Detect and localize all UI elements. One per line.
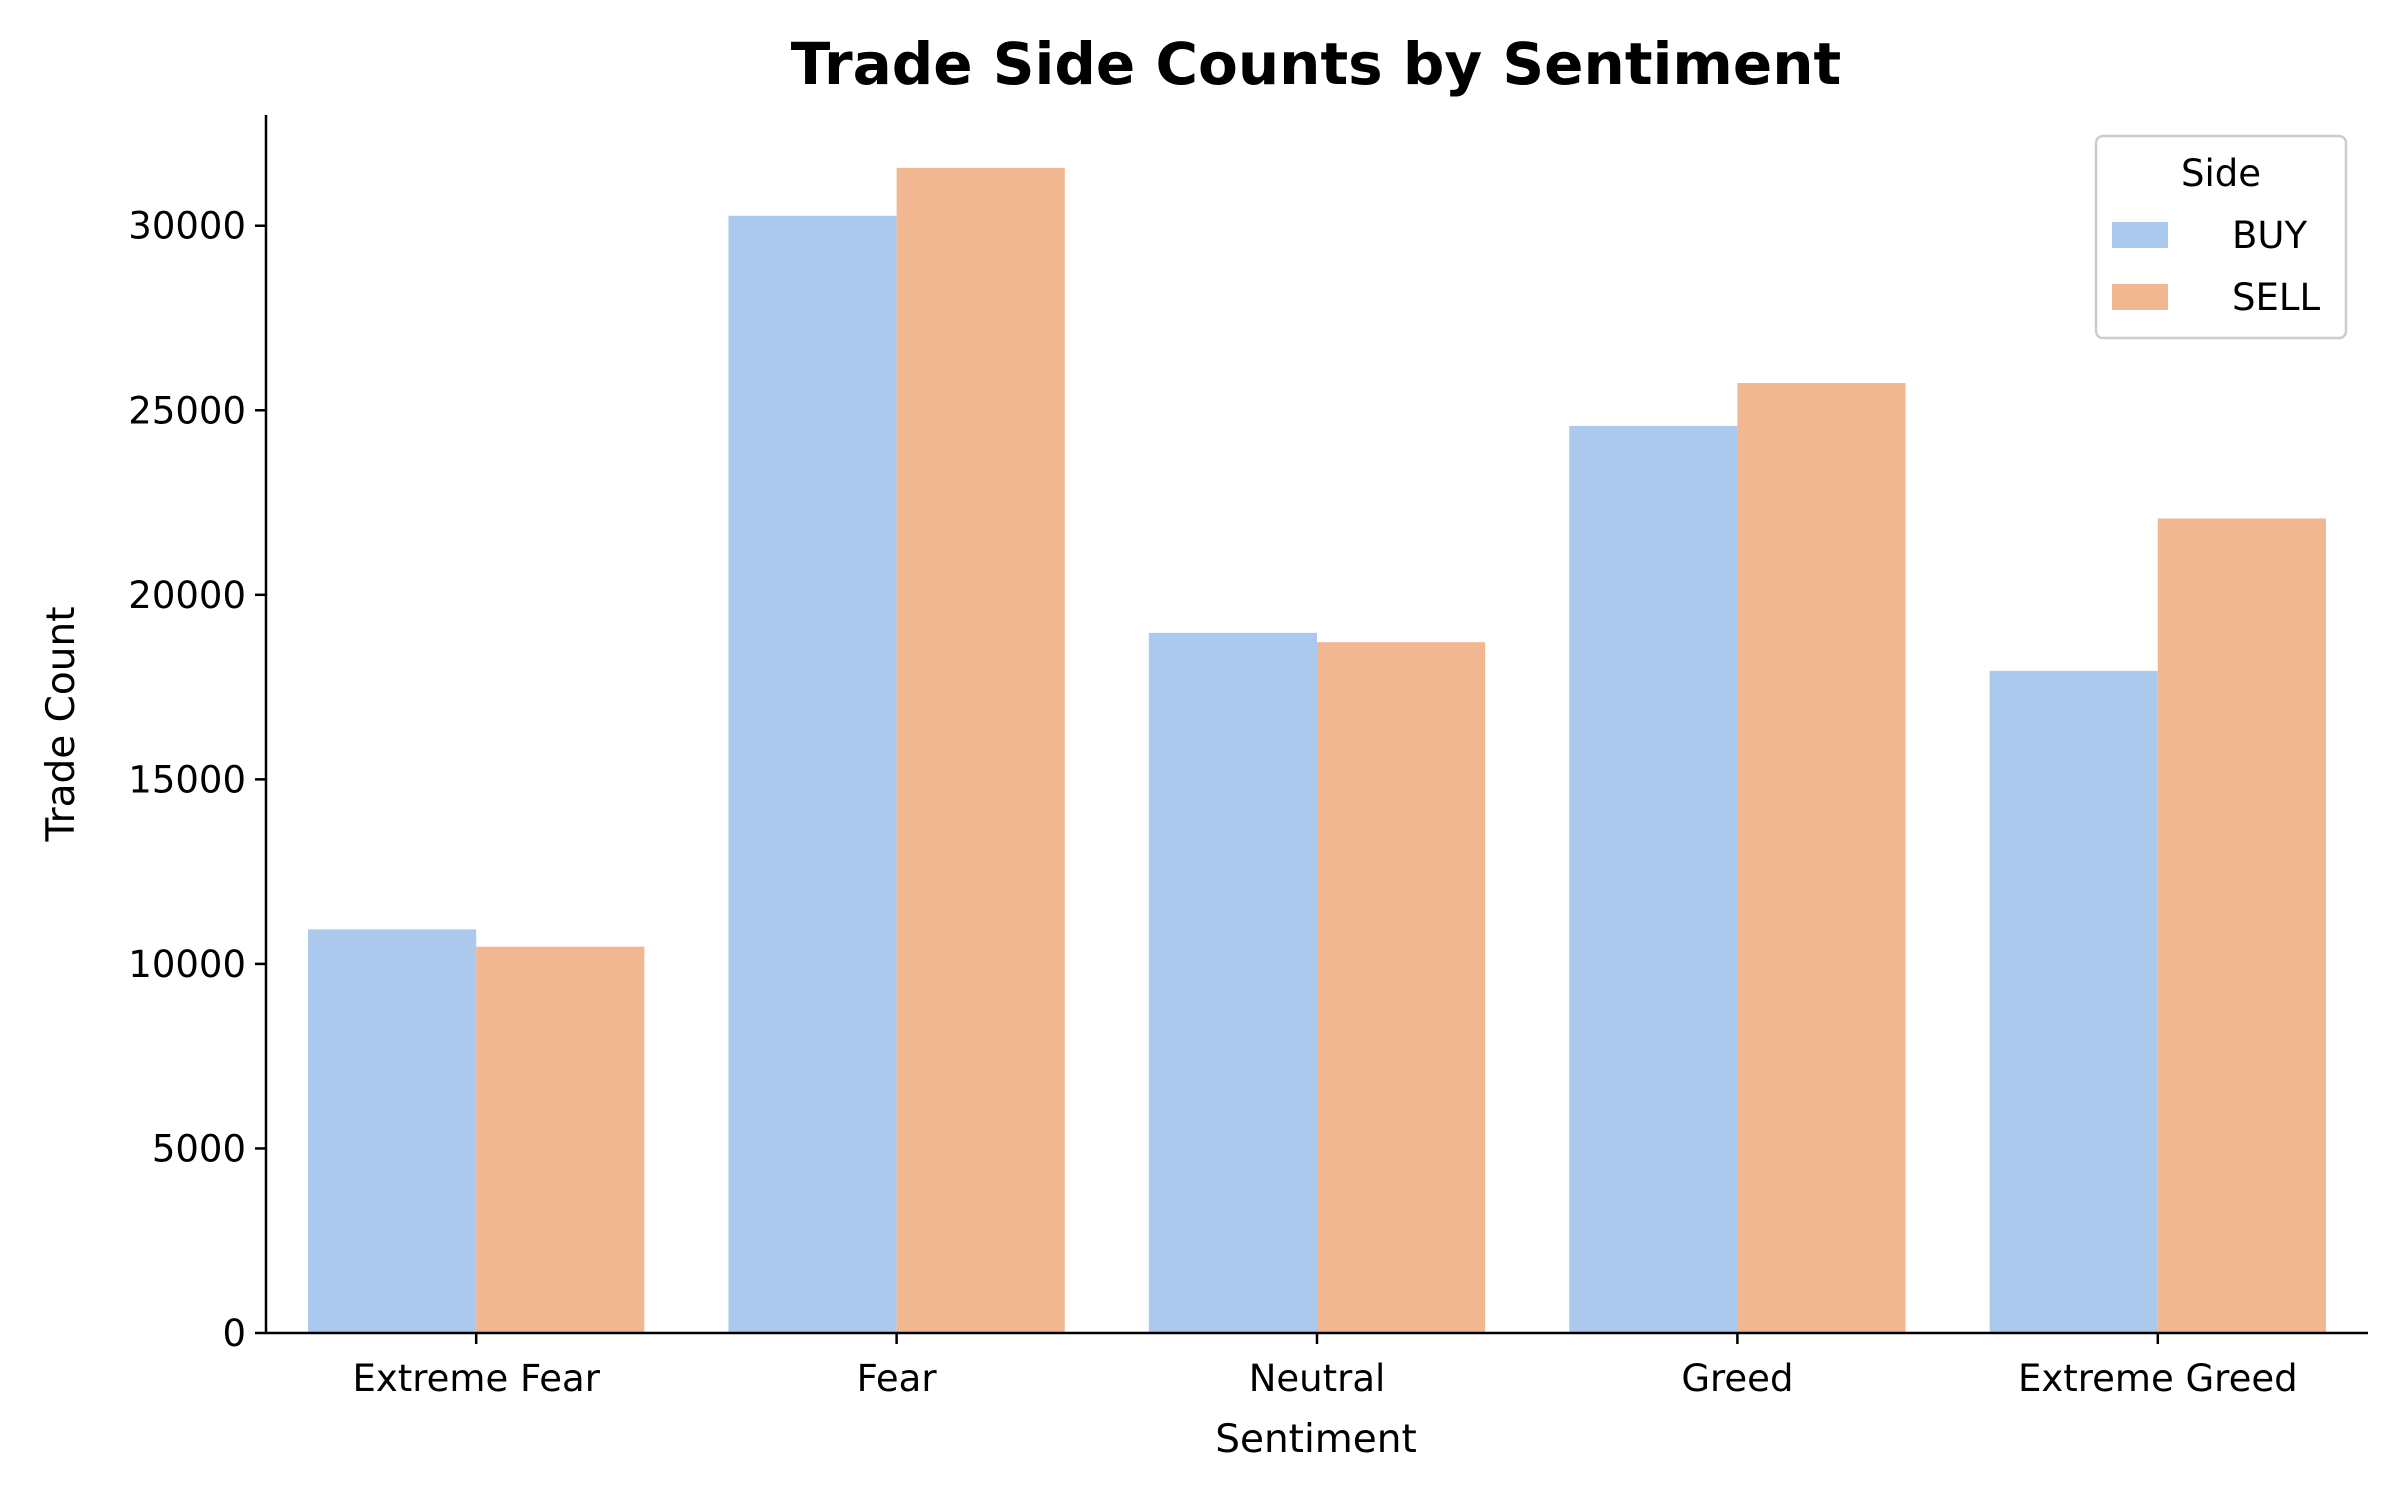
x-axis-label: Sentiment <box>1215 1417 1417 1462</box>
legend-label-sell: SELL <box>2232 276 2320 319</box>
bar-buy-greed <box>1569 425 1738 1333</box>
y-tick-label: 5000 <box>152 1127 246 1170</box>
y-tick-label: 0 <box>222 1312 246 1355</box>
legend-label-buy: BUY <box>2232 214 2307 257</box>
x-tick-label: Extreme Greed <box>2018 1357 2298 1400</box>
legend-title: Side <box>2181 152 2261 195</box>
bar-sell-extreme-greed <box>2157 518 2326 1333</box>
y-ticks: 0 5000 10000 15000 20000 25000 30000 <box>128 205 266 1355</box>
bar-sell-fear <box>896 167 1065 1333</box>
bar-sell-extreme-fear <box>476 946 645 1333</box>
bars-layer <box>308 167 2326 1333</box>
bar-buy-neutral <box>1148 632 1317 1333</box>
y-axis-label: Trade Count <box>39 607 84 843</box>
x-tick-label: Extreme Fear <box>352 1357 600 1400</box>
y-tick-label: 15000 <box>128 758 246 801</box>
x-ticks: Extreme Fear Fear Neutral Greed Extreme Gree… <box>352 1333 2298 1400</box>
y-tick-label: 30000 <box>128 205 246 248</box>
y-tick-label: 25000 <box>128 389 246 432</box>
bar-sell-neutral <box>1317 642 1486 1333</box>
legend-swatch-buy <box>2112 222 2168 248</box>
x-tick-label: Greed <box>1681 1357 1793 1400</box>
y-tick-label: 20000 <box>128 574 246 617</box>
bar-buy-extreme-greed <box>1989 670 2158 1333</box>
bar-buy-extreme-fear <box>308 929 477 1333</box>
y-tick-label: 10000 <box>128 943 246 986</box>
legend-swatch-sell <box>2112 284 2168 310</box>
chart-title: Trade Side Counts by Sentiment <box>791 30 1841 98</box>
bar-buy-fear <box>728 215 897 1333</box>
bar-sell-greed <box>1737 383 1906 1333</box>
x-tick-label: Neutral <box>1249 1357 1386 1400</box>
legend: Side BUY SELL <box>2094 134 2348 340</box>
x-tick-label: Fear <box>857 1357 938 1400</box>
